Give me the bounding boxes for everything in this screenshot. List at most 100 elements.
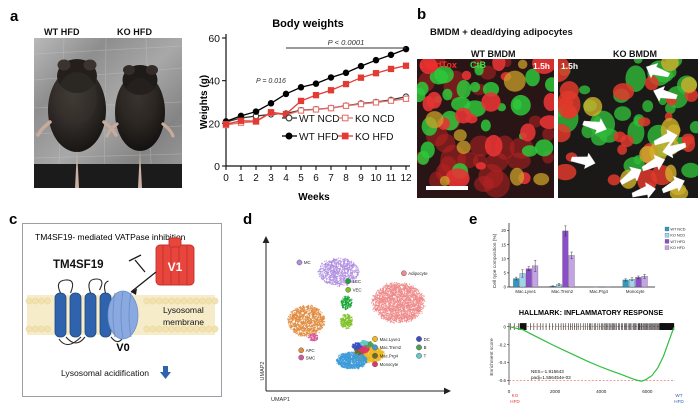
umap-cluster-dc <box>351 342 363 350</box>
cell-blob <box>528 115 542 128</box>
bw-xtick: 11 <box>386 173 397 184</box>
bw-xtick: 4 <box>283 173 289 184</box>
lipid-head <box>149 325 157 333</box>
lipid-head <box>149 297 157 305</box>
panel-b-title: BMDM + dead/dying adipocytes <box>430 27 573 38</box>
panel-e-letter: e <box>469 211 478 228</box>
umap-xlabel: UMAP1 <box>271 397 290 403</box>
error-bar <box>533 260 537 272</box>
umap-axes-icon <box>265 239 448 392</box>
bw-xtick: 12 <box>400 173 412 184</box>
cell-blob <box>539 115 554 130</box>
bw-ytick: 0 <box>214 161 220 173</box>
cell-blob <box>478 163 504 189</box>
cell-blob <box>591 130 608 146</box>
error-bar <box>630 277 634 281</box>
cell-blob <box>456 80 471 99</box>
mouse-label-ko-hfd: KO HFD <box>117 22 172 40</box>
umap-cluster-apc <box>287 304 326 337</box>
bw-legend-wt-ncd: WT NCD <box>299 114 340 125</box>
panel-c-title: TM4SF19- mediated VATPase inhibition <box>35 232 186 242</box>
membrane-label-line1: Lysosomal <box>163 305 204 315</box>
cell-blob <box>429 69 449 85</box>
gsea-left-group-line1: KO <box>512 393 519 398</box>
cell-blob <box>492 59 506 72</box>
umap-label-apc: APC <box>298 347 315 354</box>
cell-blob <box>533 172 550 186</box>
umap-label-smc: SMC <box>298 354 315 361</box>
bw-marker <box>387 97 395 104</box>
error-bar <box>557 283 561 286</box>
body-weights-chart: Body weights 0 20 40 60 0 1 2 3 4 5 6 7 8 9 10 11 12 P <… <box>196 14 412 204</box>
micrograph-heading-ko: KO BMDM <box>613 44 657 62</box>
error-bar <box>527 266 531 271</box>
cell-blob <box>583 96 603 117</box>
cell-blob <box>419 59 438 74</box>
cell-blob <box>517 59 528 69</box>
gsea-xtick: 0 <box>508 389 511 394</box>
lipid-head <box>199 297 206 305</box>
body-weights-ylabel: Weights (g) <box>199 75 210 129</box>
cell-blob <box>617 144 628 155</box>
cell-blob <box>417 87 426 103</box>
umap-legend-mac-prg4: Mac.Prg4 <box>372 352 399 359</box>
cell-blob <box>558 123 571 143</box>
mice-photograph <box>34 38 182 188</box>
error-bar <box>564 225 567 237</box>
gsea-ytick: -0.6 <box>498 378 506 383</box>
gsea-enrichment-curve <box>508 326 675 382</box>
panel-b-letter: b <box>417 6 427 23</box>
arrow-icon <box>653 129 678 146</box>
arrow-icon <box>582 118 607 134</box>
bw-marker <box>267 109 275 116</box>
bw-xtick: 3 <box>268 173 274 184</box>
lipid-head <box>38 325 45 333</box>
umap-legend-b: B <box>416 344 427 351</box>
cell-blob <box>417 150 430 165</box>
micrograph-heading-wt: WT BMDM <box>471 44 516 62</box>
cell-blob <box>474 64 484 76</box>
cell-blob <box>484 134 503 157</box>
tm4sf19-icon <box>54 278 123 346</box>
umap-label-adipocyte: Adipocyte <box>401 270 428 277</box>
lipid-head <box>44 325 51 333</box>
lipid-head <box>211 325 219 333</box>
bw-marker <box>252 108 260 115</box>
micrograph-ko-bmdm: 1.5h <box>558 59 698 198</box>
bw-marker <box>327 87 335 94</box>
gsea-nes-text: NES=-1.915643 <box>531 369 564 374</box>
bw-marker <box>342 102 350 109</box>
arrow-icon <box>662 141 687 159</box>
cell-blob <box>689 121 698 134</box>
lipid-head <box>25 325 33 333</box>
umap-legend-monocyte: Monocyte <box>372 361 399 368</box>
cell-blob <box>612 83 635 101</box>
micrograph-heading-ko-text: KO BMDM <box>613 49 657 62</box>
cell-blob <box>475 162 487 170</box>
inhibition-arrow-icon <box>128 254 146 273</box>
cell-blob <box>426 91 442 109</box>
gsea-ytick: 0 <box>504 324 507 329</box>
gsea-xtick: 6000 <box>642 389 653 394</box>
bw-marker <box>357 74 365 81</box>
umap-cluster-smc <box>307 333 319 342</box>
cell-blob <box>558 59 571 82</box>
tm4sf19-label: TM4SF19 <box>53 259 104 271</box>
bar-category-monocyte: Monocyte <box>626 289 645 294</box>
gsea-ylabel: Enrichment score <box>489 338 495 376</box>
arrow-v1-to-v0-icon <box>130 271 157 295</box>
error-bar <box>570 251 573 260</box>
gsea-ytick: -0.4 <box>498 360 506 365</box>
bw-marker <box>357 100 365 108</box>
cell-blob <box>558 163 577 181</box>
bw-marker <box>282 90 290 98</box>
lipid-head <box>180 297 188 305</box>
cell-blob <box>509 167 525 186</box>
bw-legend-ko-ncd: KO NCD <box>355 114 395 125</box>
arrow-icon <box>645 63 671 79</box>
lipid-head <box>174 297 182 305</box>
cell-composition-bar-chart: 0 5 10 15 20 Mac.Lyve1 Mac.Trem2 Mac.Prg4 Monoc… <box>492 223 686 294</box>
panel-c: c TM4SF19- mediated VATPase inhibition <box>0 205 235 408</box>
bar-category-mac-lyve1: Mac.Lyve1 <box>515 289 536 294</box>
umap-cluster-lec <box>340 295 353 311</box>
